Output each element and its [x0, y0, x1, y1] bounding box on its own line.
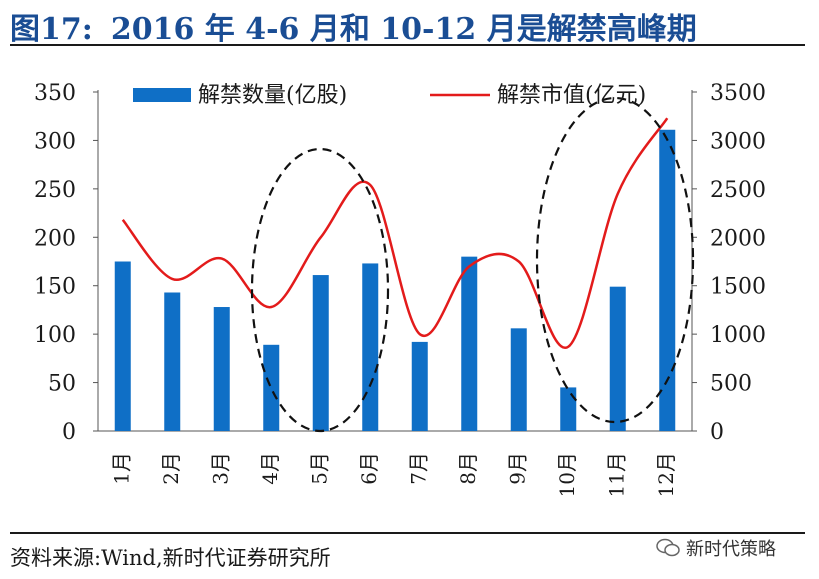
source-note: 资料来源:Wind,新时代证券研究所	[10, 546, 331, 570]
bar	[411, 341, 428, 431]
right-tick-label: 1000	[710, 323, 766, 348]
bar	[461, 256, 478, 431]
bar	[263, 344, 280, 431]
right-tick-label: 0	[710, 420, 724, 445]
top-rule	[10, 44, 805, 46]
figure-label: 图17:	[10, 12, 93, 47]
legend-swatch-bar	[133, 88, 191, 102]
left-tick-label: 150	[34, 275, 76, 300]
x-tick-label: 1月	[109, 452, 133, 485]
highlight-ellipse-apr-jun	[250, 147, 390, 433]
left-tick-label: 250	[34, 178, 76, 203]
bottom-rule	[10, 532, 805, 534]
title-text: 2016 年 4-6 月和 10-12 月是解禁高峰期	[110, 12, 697, 47]
wechat-icon	[656, 538, 680, 557]
x-tick-label: 9月	[505, 452, 529, 485]
right-tick-label: 3000	[710, 129, 766, 154]
x-tick-label: 10月	[555, 452, 579, 497]
bar	[362, 263, 379, 431]
chart-title: 图17: 2016 年 4-6 月和 10-12 月是解禁高峰期	[10, 4, 697, 48]
x-tick-label: 2月	[159, 452, 183, 485]
x-tick-label: 12月	[654, 452, 678, 497]
bar	[164, 292, 181, 431]
right-tick-label: 2000	[710, 226, 766, 251]
x-tick-label: 7月	[406, 452, 430, 485]
bar	[560, 387, 577, 431]
left-tick-label: 350	[34, 81, 76, 106]
left-tick-label: 300	[34, 129, 76, 154]
x-tick-label: 8月	[456, 452, 480, 485]
legend-label-line: 解禁市值(亿元)	[497, 83, 646, 108]
right-tick-label: 500	[710, 372, 752, 397]
watermark-text: 新时代策略	[686, 539, 776, 560]
right-tick-label: 1500	[710, 275, 766, 300]
bar	[510, 328, 527, 431]
bar	[114, 261, 131, 431]
watermark: 新时代策略	[656, 535, 776, 561]
left-tick-label: 200	[34, 226, 76, 251]
x-tick-label: 6月	[357, 452, 381, 485]
highlight-ellipse-oct-dec	[535, 96, 695, 424]
bar	[213, 307, 230, 431]
left-tick-label: 0	[62, 420, 76, 445]
x-tick-label: 5月	[307, 452, 331, 485]
bar	[609, 286, 626, 431]
left-tick-label: 100	[34, 323, 76, 348]
x-tick-label: 11月	[604, 452, 628, 497]
bar	[312, 275, 329, 431]
line-series-market-value	[121, 117, 669, 349]
legend-label-bar: 解禁数量(亿股)	[198, 83, 347, 108]
x-tick-label: 3月	[208, 452, 232, 485]
right-tick-label: 2500	[710, 178, 766, 203]
left-tick-label: 50	[48, 372, 76, 397]
bar	[659, 129, 676, 431]
x-tick-label: 4月	[258, 452, 282, 485]
right-tick-label: 3500	[710, 81, 766, 106]
